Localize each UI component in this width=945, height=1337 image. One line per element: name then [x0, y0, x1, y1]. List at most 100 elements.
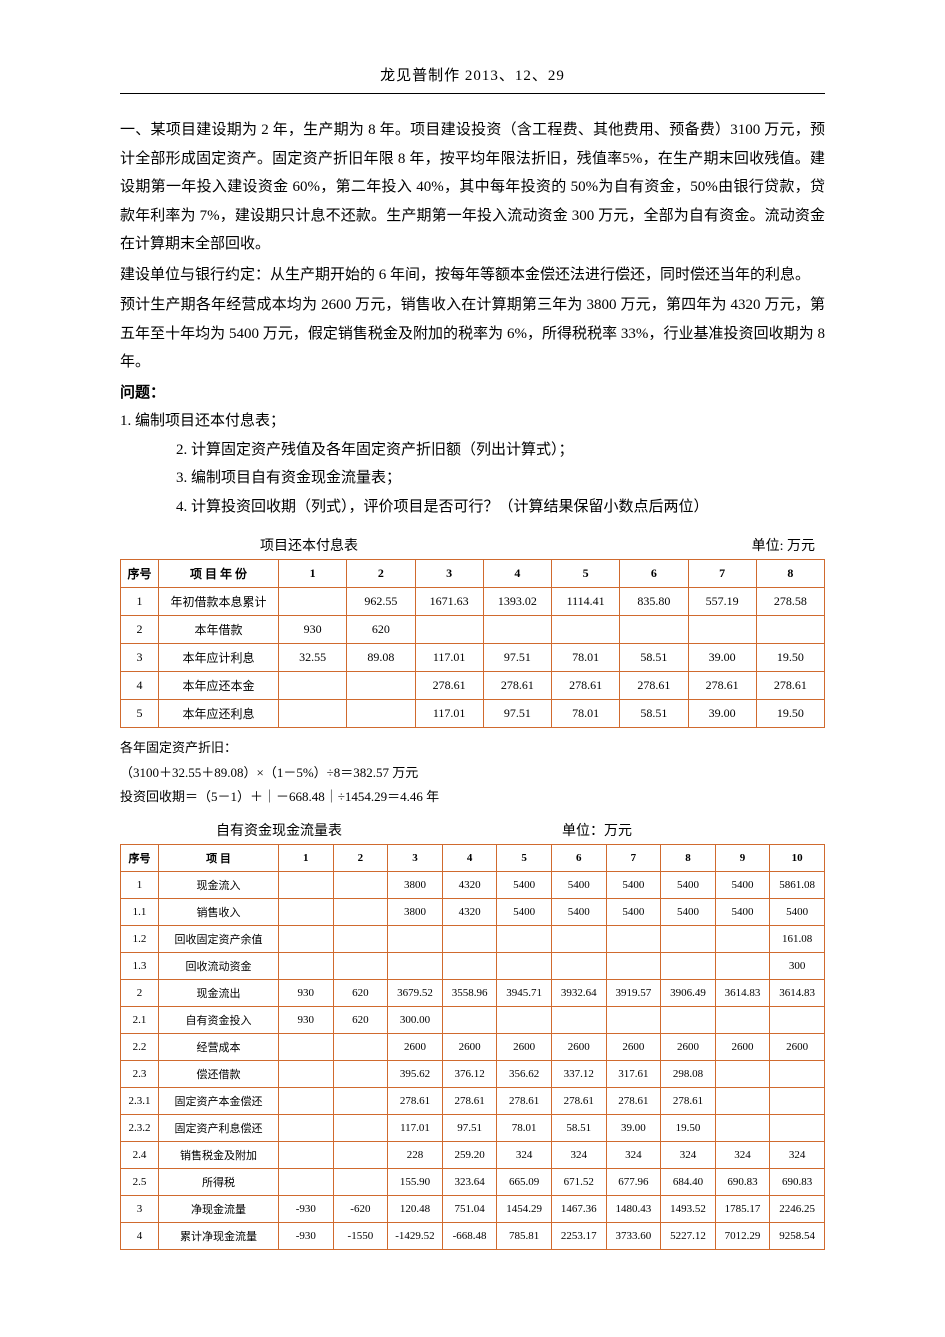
table-cell: 1785.17 [715, 1196, 770, 1223]
table-cell: 3733.60 [606, 1223, 661, 1250]
table-cell: 5400 [497, 899, 552, 926]
table-cell: 278.61 [620, 672, 688, 700]
table-cell: 4320 [442, 899, 497, 926]
table-row: 2.5所得税155.90323.64665.09671.52677.96684.… [121, 1169, 825, 1196]
table2-unit: 单位：万元 [562, 820, 632, 840]
table-row: 2.1自有资金投入930620300.00 [121, 1007, 825, 1034]
table-row: 5本年应还利息117.0197.5178.0158.5139.0019.50 [121, 700, 825, 728]
table-cell: 3906.49 [661, 980, 716, 1007]
table-cell: 278.61 [606, 1088, 661, 1115]
table-header-cell: 9 [715, 845, 770, 872]
table-cell: 1454.29 [497, 1196, 552, 1223]
table-cell: 19.50 [661, 1115, 716, 1142]
table-cell: 785.81 [497, 1223, 552, 1250]
table-cell: 620 [333, 980, 388, 1007]
table-cell [347, 672, 415, 700]
table-cell: 3932.64 [551, 980, 606, 1007]
table-cell: -1550 [333, 1223, 388, 1250]
table-cell: 259.20 [442, 1142, 497, 1169]
table-cell [552, 616, 620, 644]
table-cell: 2600 [388, 1034, 443, 1061]
table-cell: 39.00 [688, 644, 756, 672]
table-cell: 120.48 [388, 1196, 443, 1223]
table-cell [279, 672, 347, 700]
table-cell: 317.61 [606, 1061, 661, 1088]
table-cell [388, 953, 443, 980]
table-header-cell: 5 [552, 560, 620, 588]
table-header-cell: 7 [688, 560, 756, 588]
table-header-cell: 8 [756, 560, 824, 588]
table-cell [483, 616, 551, 644]
table-cell: 89.08 [347, 644, 415, 672]
table-row: 2.3.1固定资产本金偿还278.61278.61278.61278.61278… [121, 1088, 825, 1115]
table-row: 2.2经营成本26002600260026002600260026002600 [121, 1034, 825, 1061]
table-cell: 323.64 [442, 1169, 497, 1196]
table-cell: 回收流动资金 [159, 953, 279, 980]
questions-title: 问题： [120, 379, 825, 408]
table-cell: 620 [333, 1007, 388, 1034]
table-cell: 324 [551, 1142, 606, 1169]
table-cell: -668.48 [442, 1223, 497, 1250]
table-cell: 2.5 [121, 1169, 159, 1196]
table-cell: 1393.02 [483, 588, 551, 616]
table-cell [333, 1034, 388, 1061]
table-header-cell: 1 [279, 560, 347, 588]
table-cell: 337.12 [551, 1061, 606, 1088]
table-cell [333, 1115, 388, 1142]
table-cell: 4 [121, 1223, 159, 1250]
table-cell: 278.61 [388, 1088, 443, 1115]
table-cell [279, 588, 347, 616]
table-cell: 销售税金及附加 [159, 1142, 279, 1169]
table-row: 2.4销售税金及附加228259.20324324324324324324 [121, 1142, 825, 1169]
table-cell: 3558.96 [442, 980, 497, 1007]
table-cell: 2.3 [121, 1061, 159, 1088]
table-cell: 78.01 [497, 1115, 552, 1142]
table-cell [279, 1034, 334, 1061]
table-cell: 净现金流量 [159, 1196, 279, 1223]
table-cell [279, 1115, 334, 1142]
table-cell: 5400 [606, 872, 661, 899]
table-cell: 2246.25 [770, 1196, 825, 1223]
table-cell [715, 1061, 770, 1088]
table1-title: 项目还本付息表 [260, 535, 358, 555]
questions-block: 问题： 1. 编制项目还本付息表； 2. 计算固定资产残值及各年固定资产折旧额（… [120, 379, 825, 522]
table-cell: 278.61 [552, 672, 620, 700]
table-cell [279, 1142, 334, 1169]
table-cell: 3800 [388, 872, 443, 899]
table-cell: 固定资产本金偿还 [159, 1088, 279, 1115]
table-cell: 324 [661, 1142, 716, 1169]
question-4: 4. 计算投资回收期（列式），评价项目是否可行？（计算结果保留小数点后两位） [120, 493, 825, 522]
table-cell: 78.01 [552, 700, 620, 728]
table-cell [333, 899, 388, 926]
table-cell: 5400 [661, 872, 716, 899]
table-row: 1.3回收流动资金300 [121, 953, 825, 980]
table-cell: 2.4 [121, 1142, 159, 1169]
table-cell [333, 1169, 388, 1196]
table-cell: 3 [121, 1196, 159, 1223]
table-cell: 5 [121, 700, 159, 728]
table-cell: 665.09 [497, 1169, 552, 1196]
table-row: 1.1销售收入38004320540054005400540054005400 [121, 899, 825, 926]
table-cell: 经营成本 [159, 1034, 279, 1061]
table-cell [606, 926, 661, 953]
document-page: 龙见普制作 2013、12、29 一、某项目建设期为 2 年，生产期为 8 年。… [0, 0, 945, 1337]
table-header-cell: 4 [442, 845, 497, 872]
table-row: 3本年应计利息32.5589.08117.0197.5178.0158.5139… [121, 644, 825, 672]
table-cell: 1493.52 [661, 1196, 716, 1223]
table-cell [551, 953, 606, 980]
calc-line-3: 投资回收期＝（5－1）＋｜－668.48｜÷1454.29＝4.46 年 [120, 785, 825, 810]
table-cell: 现金流入 [159, 872, 279, 899]
table-cell: 1.2 [121, 926, 159, 953]
table-header-cell: 7 [606, 845, 661, 872]
paragraph-2: 建设单位与银行约定：从生产期开始的 6 年间，按每年等额本金偿还法进行偿还，同时… [120, 261, 825, 290]
table-cell: 1 [121, 872, 159, 899]
table-cell: 9258.54 [770, 1223, 825, 1250]
table-cell [333, 1088, 388, 1115]
table-cell [333, 1061, 388, 1088]
table-header-cell: 6 [551, 845, 606, 872]
table-cell: 58.51 [620, 700, 688, 728]
question-2: 2. 计算固定资产残值及各年固定资产折旧额（列出计算式）； [120, 436, 825, 465]
table-cell: 1480.43 [606, 1196, 661, 1223]
repayment-table: 序号项 目 年 份123456781年初借款本息累计962.551671.631… [120, 559, 825, 728]
table-cell [279, 1088, 334, 1115]
